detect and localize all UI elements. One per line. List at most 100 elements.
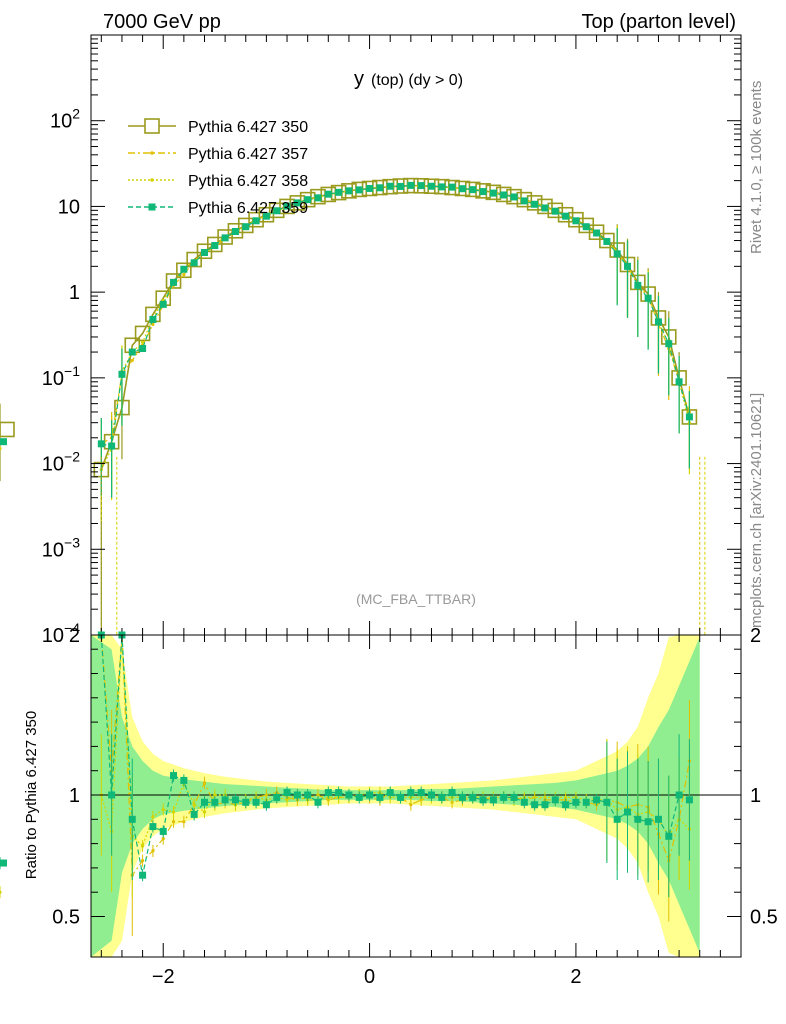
y-tick-label: 10 <box>58 196 80 218</box>
data-point <box>248 211 264 228</box>
ratio-point <box>324 789 332 797</box>
data-point <box>624 262 632 270</box>
data-point <box>568 211 584 228</box>
data-point <box>345 187 353 195</box>
data-point <box>283 202 291 210</box>
series-4 <box>0 181 693 498</box>
data-point <box>293 199 301 207</box>
data-point <box>438 183 446 191</box>
ratio-point <box>634 815 642 823</box>
data-point <box>644 294 652 302</box>
ratio-point <box>171 820 176 824</box>
data-point <box>324 190 332 198</box>
data-point <box>221 234 229 242</box>
data-point <box>186 251 202 268</box>
uncertainty-band-inner <box>91 635 700 957</box>
ratio-point <box>151 815 155 819</box>
ratio-series-3 <box>0 631 693 898</box>
data-point <box>268 202 285 219</box>
ratio-curves <box>0 631 693 936</box>
ratio-point <box>489 796 497 804</box>
ratio-y-tick-label-right: 2 <box>750 625 761 647</box>
legend-label: Pythia 6.427 357 <box>188 146 308 163</box>
ratio-point <box>520 798 528 806</box>
data-point <box>386 182 394 190</box>
data-point <box>0 446 2 451</box>
data-point <box>551 207 559 215</box>
data-point <box>231 227 239 235</box>
ratio-point <box>171 810 176 814</box>
legend-marker <box>150 178 154 182</box>
header-energy: 7000 GeV pp <box>103 11 221 33</box>
y-tick-label: 1 <box>69 282 80 304</box>
ratio-point <box>572 798 580 806</box>
data-point <box>0 438 7 446</box>
ratio-axes: 0.5 0.5 1 1 2 2 −2 0 2 <box>52 625 778 988</box>
data-point <box>407 181 415 189</box>
data-point <box>654 318 662 326</box>
ratio-point <box>376 793 384 801</box>
data-point <box>366 184 374 192</box>
ratio-point <box>202 781 207 785</box>
ratio-point <box>564 795 568 800</box>
data-point <box>557 206 574 223</box>
data-point <box>252 217 260 225</box>
data-point <box>180 265 188 273</box>
data-point <box>108 442 116 450</box>
ratio-point <box>533 795 537 800</box>
data-point <box>262 212 270 220</box>
ratio-point <box>355 793 363 801</box>
data-point <box>582 223 590 231</box>
y-tick-label: 10−4 <box>42 620 80 647</box>
data-point <box>237 217 254 234</box>
ratio-ylabel: Ratio to Pythia 6.427 350 <box>23 711 40 879</box>
ratio-point <box>409 803 413 807</box>
ratio-point <box>685 796 693 804</box>
data-point <box>314 194 322 202</box>
ratio-point <box>345 791 353 799</box>
ratio-plot: 0.5 0.5 1 1 2 2 −2 0 2 Ratio to Pythia 6.427 350 <box>0 625 778 988</box>
data-point <box>130 358 134 362</box>
legend-marker <box>148 203 156 211</box>
ratio-y-tick-label-right: 0.5 <box>750 907 778 929</box>
ratio-point <box>562 801 570 809</box>
ratio-point <box>0 890 2 894</box>
ratio-point <box>510 793 518 801</box>
ratio-line <box>100 634 690 848</box>
ratio-point <box>190 810 198 818</box>
ratio-line <box>100 634 690 877</box>
series-1 <box>0 177 698 635</box>
data-point <box>376 184 384 192</box>
ratio-point <box>613 815 621 823</box>
ratio-point <box>654 815 662 823</box>
ratio-point <box>211 798 219 806</box>
rivet-label: Rivet 4.1.0, ≥ 100k events <box>748 81 765 254</box>
data-point <box>613 250 621 258</box>
data-point <box>118 370 126 378</box>
legend: Pythia 6.427 350 Pythia 6.427 357 Pythia 6… <box>128 118 308 217</box>
data-point <box>258 206 275 223</box>
legend-label: Pythia 6.427 358 <box>188 173 308 190</box>
ratio-point <box>397 793 405 801</box>
ratio-point <box>593 796 601 804</box>
ratio-point <box>407 789 415 797</box>
ratio-point <box>273 793 281 801</box>
ratio-point <box>161 807 165 812</box>
legend-marker <box>144 118 160 134</box>
x-tick-label: −2 <box>152 966 175 988</box>
ratio-point <box>128 815 136 823</box>
data-point <box>458 185 466 193</box>
x-tick-label: 0 <box>364 966 375 988</box>
ratio-point <box>335 789 343 797</box>
ratio-point <box>469 793 477 801</box>
data-point <box>304 196 312 204</box>
ratio-point <box>438 793 446 801</box>
ratio-point <box>314 798 322 806</box>
ratio-point <box>159 827 167 835</box>
data-point <box>541 204 549 212</box>
data-point <box>531 200 539 208</box>
data-point <box>427 182 435 190</box>
ratio-point <box>140 859 145 863</box>
ratio-point <box>242 798 250 806</box>
